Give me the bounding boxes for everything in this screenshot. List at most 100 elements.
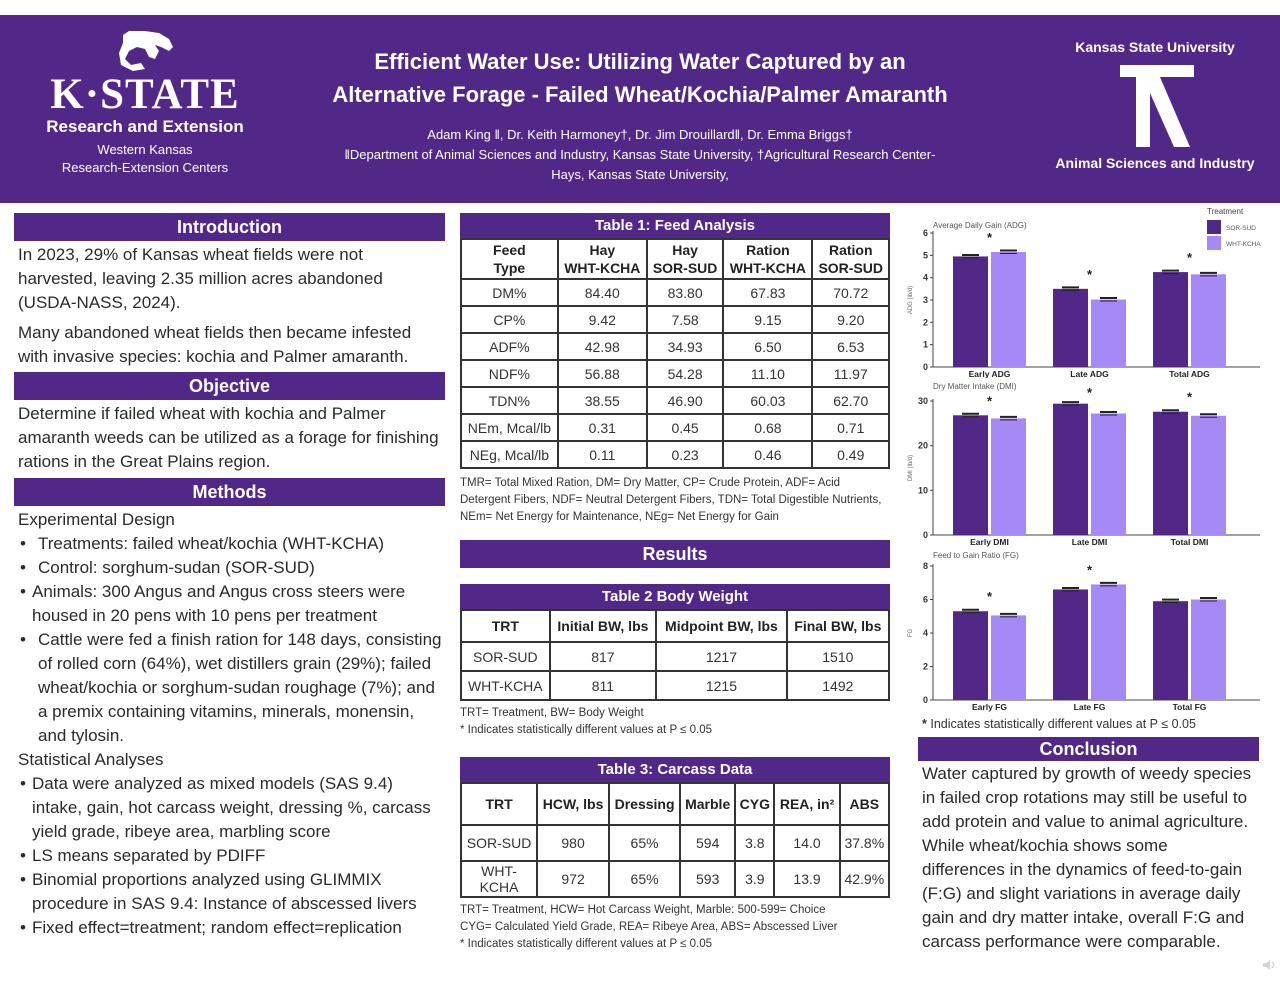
- bar-wht-kcha: [991, 251, 1026, 367]
- significance-asterisk: *: [1087, 385, 1093, 400]
- y-tick-label: 3: [923, 295, 928, 305]
- legend-label: WHT-KCHA: [1226, 241, 1261, 248]
- wildcat-icon: [119, 31, 173, 71]
- y-tick-label: 4: [923, 273, 928, 283]
- title-line-2: Alternative Forage - Failed Wheat/Kochia…: [332, 82, 948, 107]
- y-tick-label: 8: [923, 561, 928, 571]
- methods-heading: Methods: [14, 478, 445, 506]
- legend-swatch: [1207, 236, 1221, 250]
- stats-item: Fixed effect=treatment; random effect=re…: [18, 916, 445, 940]
- table-cell: 0.71: [811, 413, 890, 442]
- bar-sor-sud: [953, 611, 988, 700]
- table-cell: 1217: [655, 641, 788, 672]
- stats-item: Binomial proportions analyzed using GLIM…: [18, 868, 445, 916]
- table-cell: 9.20: [811, 305, 890, 334]
- column-header: TRT: [460, 609, 551, 643]
- y-tick-label: 6: [923, 595, 928, 605]
- significance-asterisk: *: [987, 230, 993, 245]
- table-cell: 11.10: [722, 359, 814, 388]
- western-kansas-label: Western Kansas Research-Extension Center…: [40, 141, 250, 177]
- stats-item: Data were analyzed as mixed models (SAS …: [18, 772, 445, 844]
- y-axis-label: ADG (lb/d): [908, 286, 914, 314]
- y-tick-label: 1: [923, 340, 928, 350]
- table2-title: Table 2 Body Weight: [460, 584, 890, 609]
- table-cell: 83.80: [645, 278, 725, 307]
- table-cell: 84.40: [556, 278, 648, 307]
- x-tick-label: Total FG: [1173, 702, 1207, 712]
- table-row: ADF% 42.98 34.93 6.50 6.53: [460, 332, 890, 361]
- design-list: Treatments: failed wheat/kochia (WHT-KCH…: [14, 532, 445, 748]
- table-cell: 972: [536, 860, 611, 898]
- y-tick-label: 2: [923, 662, 928, 672]
- table-cell: 67.83: [722, 278, 814, 307]
- table1-feed-analysis: Table 1: Feed Analysis Feed Type Hay WHT-KC…: [460, 213, 890, 526]
- row-label-cell: DM%: [460, 278, 559, 307]
- bar-sor-sud: [1053, 589, 1088, 700]
- x-tick-label: Late FG: [1074, 702, 1106, 712]
- research-centers-line: Research-Extension Centers: [61, 160, 229, 175]
- table-cell: 0.31: [556, 413, 648, 442]
- dmi-chart-svg: Dry Matter Intake (DMI) 0 10 20 30 DMI (lb/d)…: [908, 382, 1260, 547]
- objective-heading: Objective: [14, 372, 445, 400]
- table-cell: 62.70: [811, 386, 890, 415]
- table-cell: 0.68: [722, 413, 814, 442]
- authors: Adam King ǁ, Dr. Keith Harmoney†, Dr. Ji…: [427, 127, 853, 142]
- y-axis-label: DMI (lb/d): [908, 455, 914, 481]
- conclusion-text: Water captured by growth of weedy specie…: [922, 764, 1252, 951]
- table-cell: 46.90: [645, 386, 725, 415]
- left-column: Introduction In 2023, 29% of Kansas whea…: [14, 213, 445, 940]
- ksu-label: Kansas State University: [1075, 39, 1235, 55]
- design-item: Treatments: failed wheat/kochia (WHT-KCH…: [18, 532, 445, 556]
- adg-chart: Average Daily Gain (ADG) 0 1 2 3 4 5 6 ADG (lb/d…: [905, 203, 1275, 379]
- row-label-cell: WHT-KCHA: [459, 860, 539, 898]
- x-tick-label: Total DMI: [1171, 537, 1209, 547]
- kstate-wordmark: K·STATE: [50, 71, 240, 118]
- table-row: SOR-SUD 817 1217 1510: [460, 641, 891, 672]
- chart-significance-footnote: * Indicates statistically different valu…: [922, 717, 1196, 731]
- poster-header: K·STATE Research and Extension Western K…: [0, 15, 1280, 203]
- table-cell: 6.50: [722, 332, 814, 361]
- table-cell: 3.9: [734, 860, 776, 898]
- column-header: Feed Type: [460, 238, 559, 280]
- table2-body-weight: Table 2 Body Weight TRT Initial BW, lbs Mi…: [460, 584, 891, 739]
- significance-asterisk: *: [1187, 390, 1193, 405]
- column-header: ABS: [838, 782, 891, 826]
- stats-item: LS means separated by PDIFF: [18, 844, 445, 868]
- fg-chart: Feed to Gain Ratio (FG) 0 2 4 6 8 FG * Early FG *…: [905, 548, 1275, 718]
- title-block: Efficient Water Use: Utilizing Water Cap…: [300, 45, 980, 185]
- y-tick-label: 0: [923, 530, 928, 540]
- row-label-cell: NEm, Mcal/lb: [460, 413, 559, 442]
- table-row: NEm, Mcal/lb 0.31 0.45 0.68 0.71: [460, 413, 890, 442]
- table3-note-line-2: CYG= Calculated Yield Grade, REA= Ribeye…: [460, 921, 838, 933]
- column-header: Initial BW, lbs: [548, 609, 658, 643]
- table-cell: 811: [548, 670, 658, 701]
- column-header: REA, in²: [773, 782, 841, 826]
- speaker-icon[interactable]: [1262, 958, 1276, 972]
- chart-title: Feed to Gain Ratio (FG): [933, 551, 1019, 560]
- table-cell: 56.88: [556, 359, 648, 388]
- table-cell: 1215: [655, 670, 788, 701]
- column-header: Ration WHT-KCHA: [722, 238, 814, 280]
- legend-label: SOR-SUD: [1226, 225, 1256, 232]
- y-tick-label: 30: [918, 396, 928, 406]
- table-cell: 817: [548, 641, 658, 672]
- y-tick-label: 20: [918, 441, 928, 451]
- significance-asterisk: *: [1087, 267, 1093, 282]
- bar-wht-kcha: [1191, 415, 1226, 535]
- introduction-para-1: In 2023, 29% of Kansas wheat fields were…: [18, 245, 383, 312]
- table-cell: 7.58: [645, 305, 725, 334]
- table2-note-abbrev: TRT= Treatment, BW= Body Weight: [460, 707, 644, 719]
- y-tick-label: 5: [923, 250, 928, 260]
- asi-label: Animal Sciences and Industry: [1055, 155, 1255, 171]
- table2-note-significance: * Indicates statistically different valu…: [460, 724, 712, 736]
- table-cell: 38.55: [556, 386, 648, 415]
- significance-asterisk: *: [1087, 562, 1093, 577]
- table-cell: 60.03: [722, 386, 814, 415]
- column-header: Hay SOR-SUD: [645, 238, 725, 280]
- introduction-para-2: Many abandoned wheat fields then became …: [18, 323, 412, 366]
- bar-sor-sud: [953, 256, 988, 367]
- table-cell: 42.98: [556, 332, 648, 361]
- research-extension-label: Research and Extension: [46, 117, 244, 136]
- row-label-cell: TDN%: [460, 386, 559, 415]
- table-cell: 980: [536, 824, 611, 862]
